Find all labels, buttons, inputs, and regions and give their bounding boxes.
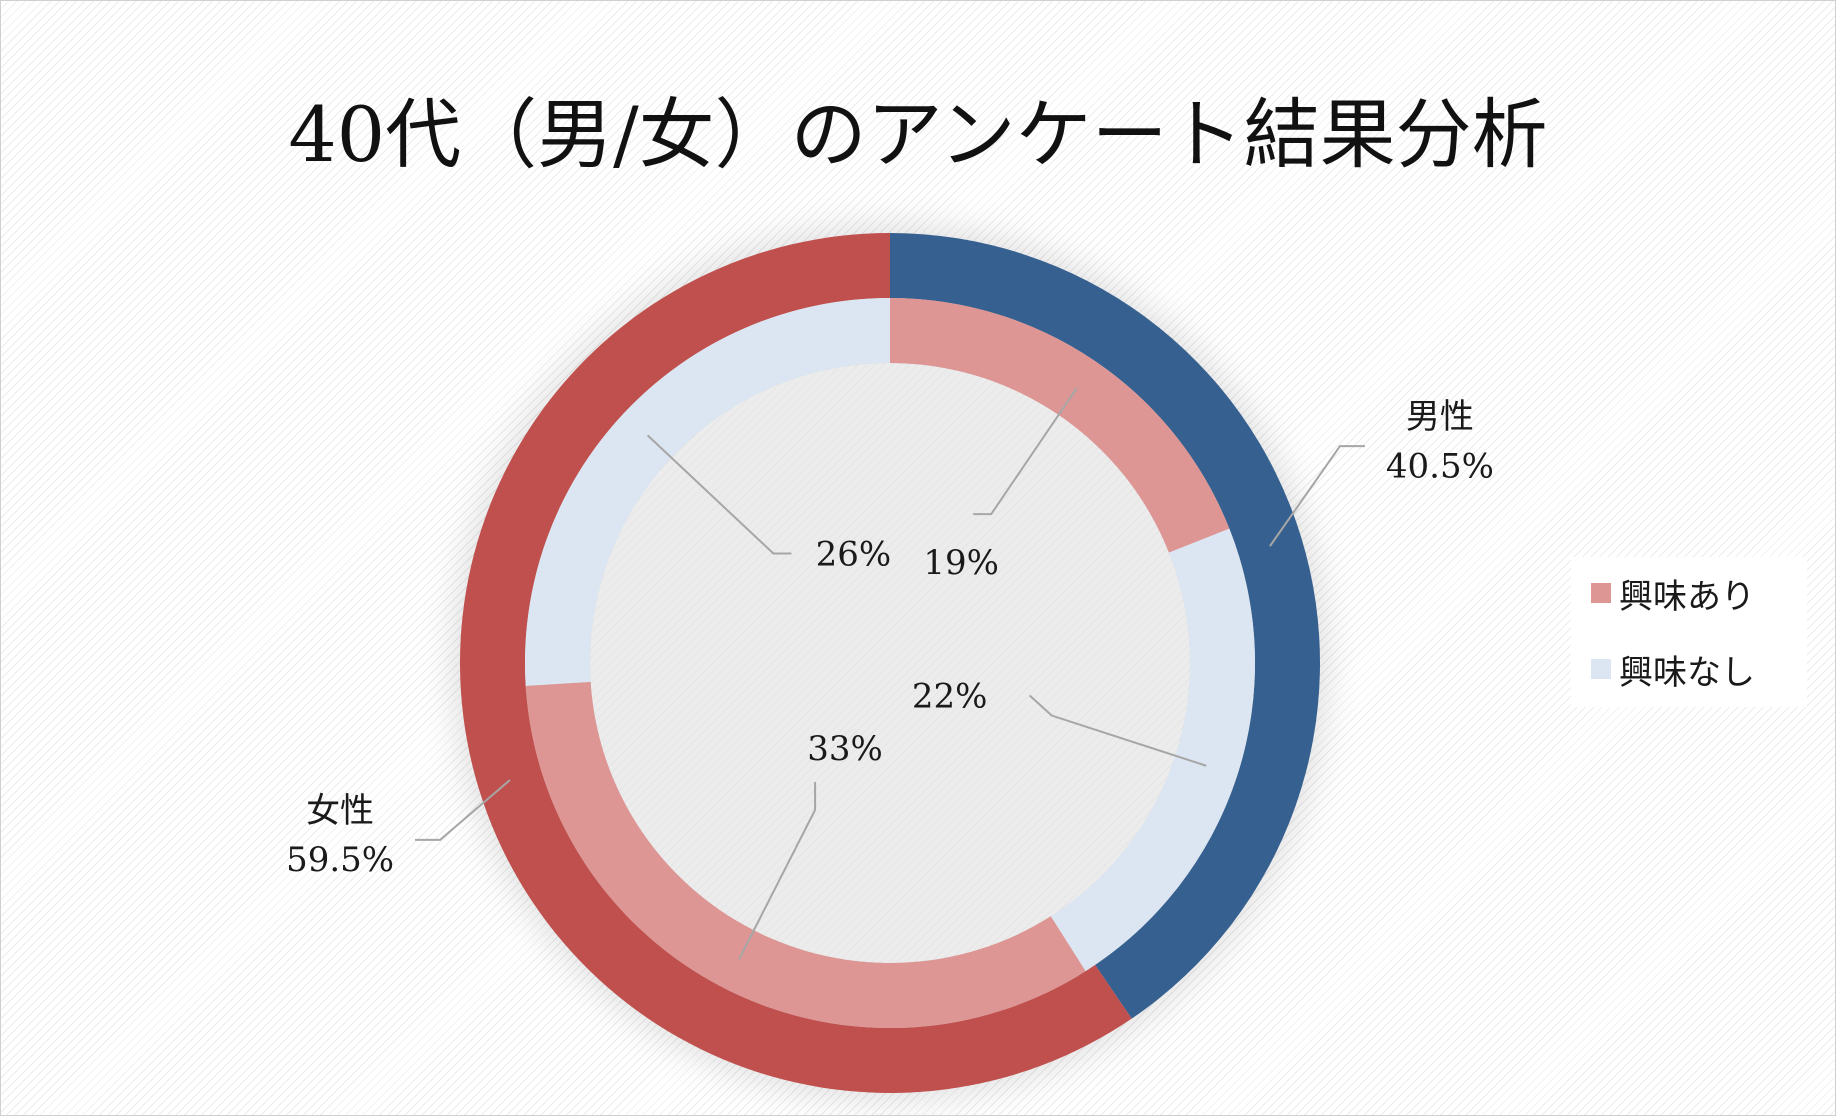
inner-data-label-3: 26% [816, 534, 892, 574]
leader-lines [415, 387, 1365, 960]
inner-data-label-1: 22% [912, 677, 988, 717]
inner-data-label-0: 19% [923, 543, 999, 583]
inner-ring-slice-1 [1050, 528, 1255, 972]
outer-data-label-0: 男性 40.5% [1386, 397, 1494, 486]
legend: 興味あり 興味なし [1571, 557, 1807, 707]
outer-leader-line-1 [415, 779, 511, 841]
inner-ring-slice-3 [524, 298, 890, 686]
inner-ring-slice-2 [525, 681, 1086, 1029]
data-labels: 男性 40.5% 女性 59.5% 19% 22% 33% 26% [286, 397, 1494, 880]
inner-data-label-2: 33% [807, 729, 883, 769]
legend-item-not-interested: 興味なし [1591, 649, 1755, 693]
legend-swatch-interested [1591, 583, 1611, 603]
legend-label-interested: 興味あり [1619, 576, 1755, 617]
inner-ring-slice-0 [890, 298, 1230, 553]
outer-ring [460, 233, 1320, 1093]
outer-data-label-1: 女性 59.5% [286, 791, 394, 880]
outer-ring-slice-1 [460, 233, 1132, 1093]
legend-item-interested: 興味あり [1591, 573, 1755, 617]
legend-label-not-interested: 興味なし [1619, 652, 1755, 693]
outer-leader-line-0 [1269, 445, 1365, 547]
chart-title: 40代（男/女）のアンケート結果分析 [288, 90, 1548, 179]
inner-leader-line-3 [646, 434, 792, 555]
ring-hole [590, 363, 1190, 963]
inner-leader-line-1 [1029, 694, 1207, 767]
legend-swatch-not-interested [1591, 659, 1611, 679]
inner-leader-line-0 [973, 387, 1078, 516]
outer-ring-slice-0 [890, 233, 1320, 1019]
inner-leader-line-2 [738, 782, 817, 960]
inner-ring [524, 298, 1255, 1029]
